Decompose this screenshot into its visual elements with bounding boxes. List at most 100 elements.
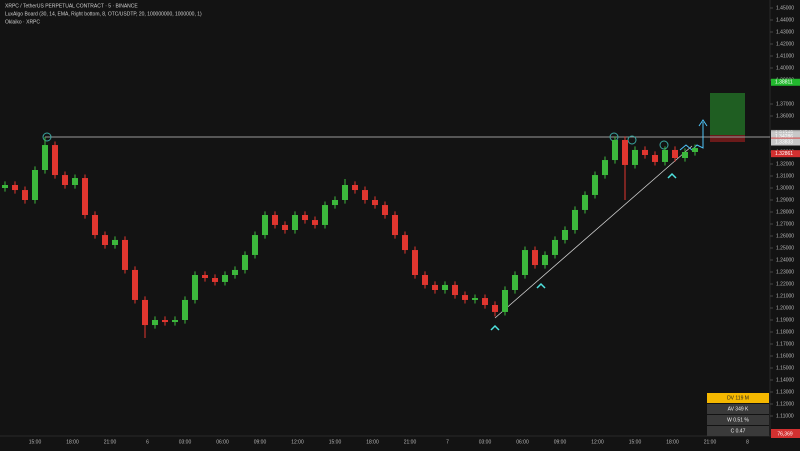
candle-body [252,235,258,255]
x-tick-label: 09:00 [554,439,567,445]
candle-body [72,178,78,185]
candle-body [682,152,688,158]
candle-body [232,269,238,275]
y-tick-label: 1.40000 [776,65,794,71]
candle-body [52,145,58,176]
low-arrow [536,282,546,289]
y-tick-label: 1.44000 [776,17,794,23]
candle-body [162,320,168,323]
candle-body [222,275,228,282]
x-tick-label: 18:00 [366,439,379,445]
y-tick-label: 1.17000 [776,341,794,347]
candle-body [82,178,88,215]
y-tick-label: 1.45000 [776,5,794,11]
y-tick-label: 1.20000 [776,305,794,311]
candle-body [122,239,128,270]
x-tick-label: 18:00 [66,439,79,445]
candle-body [392,215,398,236]
candle-body [112,239,118,245]
y-tick-label: 1.31000 [776,173,794,179]
candle-body [612,140,618,161]
candle-body [502,290,508,312]
candle-body [42,145,48,170]
arrow-head [698,119,708,127]
stat-box [707,426,769,436]
stat-text: AV 349 K [728,406,749,412]
candle-body [192,275,198,300]
x-tick-label: 12:00 [591,439,604,445]
price-label: 1.32861 [775,151,793,157]
candle-body [292,215,298,230]
candle-body [412,250,418,275]
x-tick-label: 06:00 [216,439,229,445]
candle-body [172,320,178,323]
y-tick-label: 1.12000 [776,401,794,407]
stat-box [707,404,769,414]
x-tick-label: 8 [746,439,749,445]
x-tick-label: 18:00 [666,439,679,445]
y-tick-label: 1.43000 [776,29,794,35]
y-tick-label: 1.32000 [776,161,794,167]
candle-body [652,155,658,162]
trend-line [494,145,693,319]
candle-body [602,160,608,176]
candle-body [452,284,458,296]
y-tick-label: 1.30000 [776,185,794,191]
y-tick-label: 1.18000 [776,329,794,335]
price-label: 1.33833 [775,139,793,145]
y-tick-label: 1.13000 [776,389,794,395]
candle-body [322,205,328,225]
candle-body [492,305,498,312]
y-tick-label: 1.41000 [776,53,794,59]
x-tick-label: 06:00 [516,439,529,445]
candle-body [552,239,558,255]
candle-body [352,185,358,191]
candle-body [442,284,448,290]
low-arrow [490,324,500,331]
candle-body [692,148,698,152]
candle-body [182,299,188,320]
candle-body [512,275,518,290]
y-tick-label: 1.36000 [776,113,794,119]
corner-label: 76,369 [777,431,793,437]
candle-body [152,320,158,326]
y-tick-label: 1.11000 [776,413,794,419]
candle-body [62,175,68,185]
stats-panel: DV 119 M AV 349 K W 0.51 % C 0.47 [707,393,769,436]
candle-body [522,250,528,275]
stat-text: DV 119 M [727,395,749,401]
candle-body [262,215,268,236]
candle-body [582,194,588,210]
low-arrow [667,172,677,179]
candle-body [542,254,548,266]
price-label: 1.38811 [775,80,793,86]
x-tick-label: 21:00 [704,439,717,445]
x-tick-label: 09:00 [254,439,267,445]
y-tick-label: 1.21000 [776,293,794,299]
candle-body [372,200,378,206]
x-tick-label: 15:00 [29,439,42,445]
candle-body [12,185,18,191]
x-tick-label: 15:00 [329,439,342,445]
candle-body [402,235,408,251]
y-tick-label: 1.28000 [776,209,794,215]
y-tick-label: 1.27000 [776,221,794,227]
candle-body [592,175,598,195]
y-tick-label: 1.15000 [776,365,794,371]
x-tick-label: 6 [146,439,149,445]
header-line: XRPC / TetherUS PERPETUAL CONTRACT · 5 ·… [5,3,138,9]
candle-body [472,298,478,300]
y-tick-label: 1.29000 [776,197,794,203]
candle-body [662,149,668,162]
candle-body [532,250,538,266]
candle-body [462,295,468,300]
candle-body [482,298,488,305]
stop-zone [710,135,745,142]
candle-body [672,149,678,158]
y-tick-label: 1.22000 [776,281,794,287]
candle-body [22,190,28,200]
x-tick-label: 03:00 [179,439,192,445]
price-label-box [771,150,800,158]
